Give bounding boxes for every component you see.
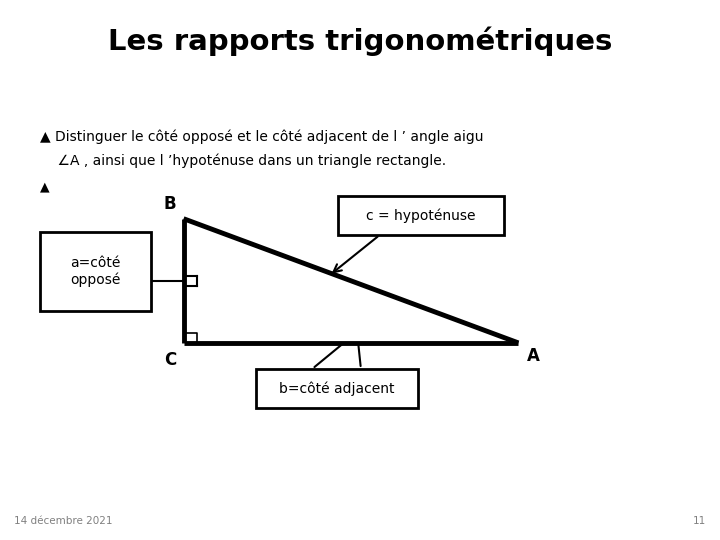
FancyBboxPatch shape — [40, 232, 151, 310]
FancyBboxPatch shape — [338, 196, 504, 235]
Text: 11: 11 — [693, 516, 706, 526]
Text: b=côté adjacent: b=côté adjacent — [279, 381, 395, 395]
FancyBboxPatch shape — [256, 369, 418, 408]
Text: 14 décembre 2021: 14 décembre 2021 — [14, 516, 113, 526]
Text: A: A — [527, 347, 540, 365]
Text: ∠A , ainsi que l ’hypoténuse dans un triangle rectangle.: ∠A , ainsi que l ’hypoténuse dans un tri… — [40, 154, 446, 168]
Text: B: B — [163, 195, 176, 213]
Text: ▲: ▲ — [40, 181, 49, 194]
Text: Les rapports trigonométriques: Les rapports trigonométriques — [108, 27, 612, 57]
Text: C: C — [164, 351, 176, 369]
Text: c = hypoténuse: c = hypoténuse — [366, 208, 476, 222]
Text: a=côté
opposé: a=côté opposé — [71, 256, 120, 287]
Text: ▲ Distinguer le côté opposé et le côté adjacent de l ’ angle aigu: ▲ Distinguer le côté opposé et le côté a… — [40, 130, 483, 144]
